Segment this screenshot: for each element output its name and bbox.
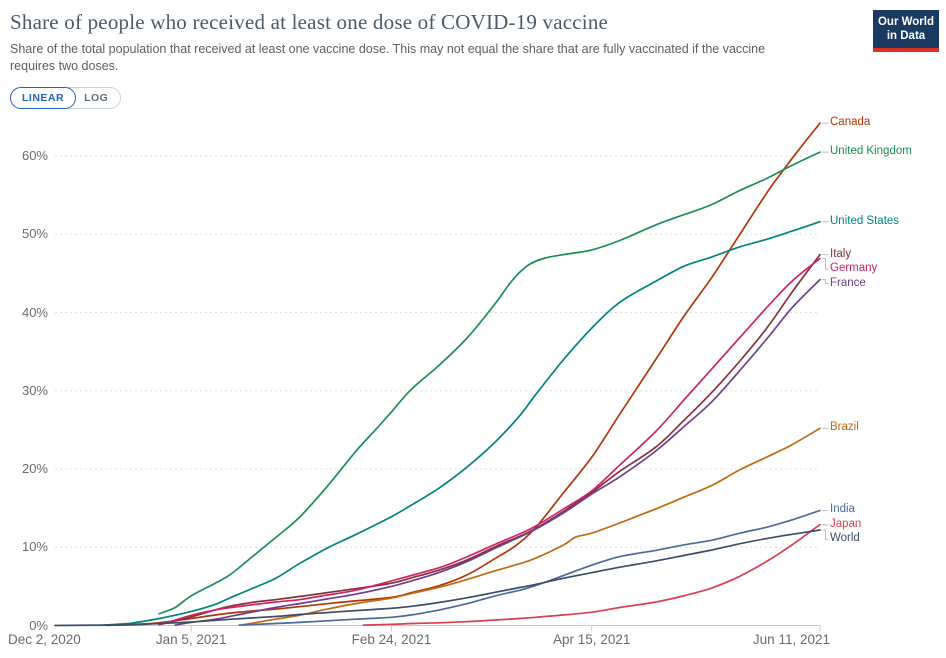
legend-label-canada[interactable]: Canada — [830, 116, 871, 129]
owid-logo[interactable]: Our World in Data — [873, 10, 939, 52]
legend-label-united-states[interactable]: United States — [830, 214, 900, 227]
legend-label-united-kingdom[interactable]: United Kingdom — [830, 145, 912, 158]
line-world[interactable] — [54, 529, 821, 627]
legend-label-brazil[interactable]: Brazil — [830, 421, 859, 434]
linear-button[interactable]: LINEAR — [10, 87, 77, 109]
x-tick-label-0: Dec 2, 2020 — [8, 632, 81, 647]
y-tick-label-10: 10% — [21, 539, 48, 555]
y-tick-label-50: 50% — [21, 226, 48, 242]
y-tick-label-30: 30% — [21, 382, 48, 398]
line-united-kingdom[interactable] — [158, 151, 821, 615]
line-japan[interactable] — [362, 523, 821, 626]
y-tick-label-0: 0% — [29, 617, 48, 633]
log-button[interactable]: LOG — [65, 87, 122, 109]
legend-label-italy[interactable]: Italy — [830, 247, 852, 260]
x-tick-label-2: Feb 24, 2021 — [351, 632, 432, 647]
y-tick-label-20: 20% — [21, 461, 48, 476]
legend-label-japan[interactable]: Japan — [830, 517, 862, 530]
legend-connector-france — [822, 279, 829, 285]
line-india[interactable] — [238, 509, 821, 626]
line-germany[interactable] — [162, 257, 821, 625]
x-tick-label-1: Jan 5, 2021 — [155, 632, 227, 647]
legend-connector-world — [822, 529, 829, 540]
chart-title: Share of people who received at least on… — [10, 10, 609, 34]
x-tick-label-3: Apr 15, 2021 — [553, 632, 631, 647]
line-canada[interactable] — [106, 122, 821, 627]
owid-logo-line2: in Data — [886, 30, 926, 42]
x-tick-label-4: Jun 11, 2021 — [752, 632, 830, 647]
y-tick-label-60: 60% — [21, 148, 48, 163]
y-tick-label-40: 40% — [21, 304, 48, 320]
scale-toggle: LINEAR LOG — [10, 87, 122, 109]
line-united-states[interactable] — [102, 220, 821, 626]
legend-label-world[interactable]: World — [830, 532, 860, 545]
chart-subtitle: Share of the total population that recei… — [10, 42, 766, 73]
legend-label-germany[interactable]: Germany — [830, 262, 878, 275]
line-brazil[interactable] — [242, 427, 821, 626]
legend-connector-germany — [822, 258, 829, 270]
legend-label-france[interactable]: France — [830, 276, 866, 289]
owid-logo-line1: Our World — [877, 15, 934, 28]
line-france[interactable] — [174, 278, 821, 626]
line-italy[interactable] — [158, 253, 821, 626]
legend-label-india[interactable]: India — [830, 503, 855, 516]
